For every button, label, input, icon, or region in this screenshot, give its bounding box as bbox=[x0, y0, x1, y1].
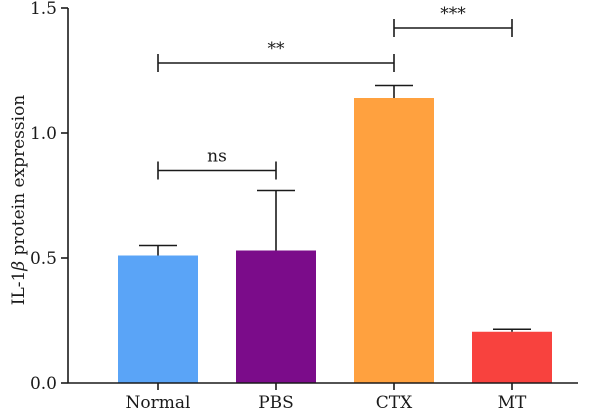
significance-label: ns bbox=[207, 147, 227, 167]
x-tick-label-mt: MT bbox=[498, 393, 527, 412]
error-bars-group bbox=[139, 84, 531, 332]
y-axis-ticks: 0.0 0.5 1.0 1.5 bbox=[30, 0, 68, 394]
y-tick-label: 1.0 bbox=[30, 124, 57, 144]
significance-bracket-2: ** bbox=[157, 39, 395, 72]
x-tick-label-pbs: PBS bbox=[258, 393, 294, 412]
y-axis-title: IL-1β protein expression bbox=[9, 95, 29, 306]
y-tick-label: 0.0 bbox=[30, 374, 57, 394]
bars-group bbox=[118, 98, 552, 383]
significance-bracket-3: *** bbox=[393, 4, 513, 37]
bar-mt bbox=[472, 331, 552, 383]
y-tick-label: 0.5 bbox=[30, 249, 57, 269]
y-tick-label: 1.5 bbox=[30, 0, 57, 19]
significance-label: *** bbox=[440, 4, 466, 24]
x-axis-labels: Normal PBS CTX MT bbox=[126, 383, 527, 412]
bar-pbs bbox=[236, 250, 316, 383]
significance-bracket-1: ns bbox=[157, 147, 277, 180]
significance-label: ** bbox=[268, 39, 286, 59]
x-tick-label-normal: Normal bbox=[126, 393, 191, 412]
x-tick-label-ctx: CTX bbox=[376, 393, 413, 412]
significance-brackets: ns***** bbox=[157, 4, 513, 180]
bar-normal bbox=[118, 255, 198, 383]
bar-ctx bbox=[354, 98, 434, 383]
